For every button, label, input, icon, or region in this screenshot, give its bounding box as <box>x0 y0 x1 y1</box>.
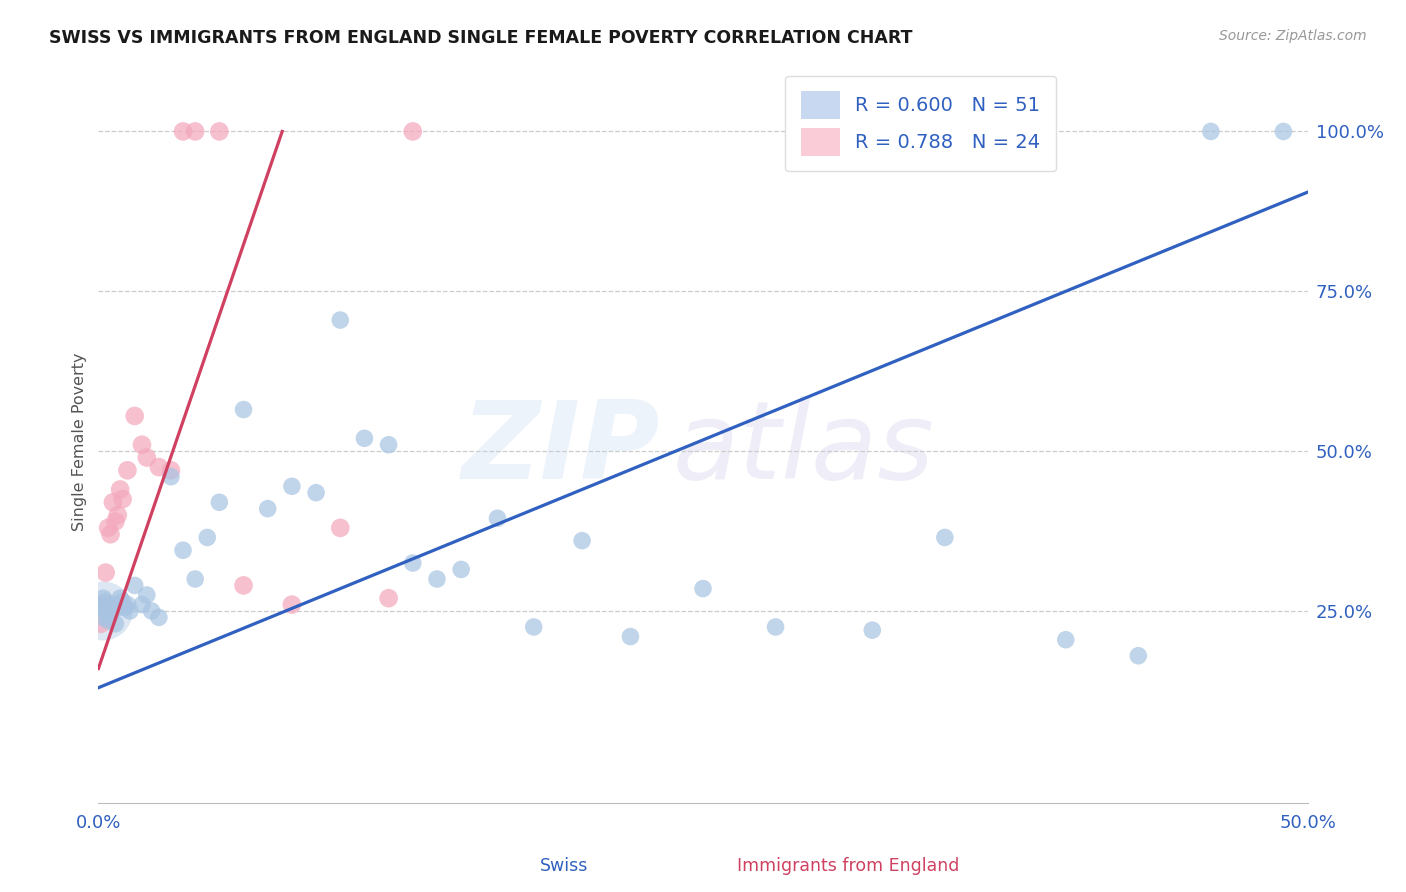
Point <box>692 582 714 596</box>
Point <box>100 598 122 612</box>
Point <box>934 531 956 545</box>
Text: Source: ZipAtlas.com: Source: ZipAtlas.com <box>1219 29 1367 43</box>
Point <box>135 588 157 602</box>
Point <box>860 623 883 637</box>
Point <box>117 598 139 612</box>
Text: atlas: atlas <box>672 396 935 501</box>
Point <box>104 515 127 529</box>
Point <box>450 562 472 576</box>
Point <box>1199 124 1222 138</box>
Point <box>108 483 131 497</box>
Point <box>184 572 207 586</box>
Point <box>281 598 304 612</box>
Point <box>94 566 117 580</box>
Point <box>148 460 170 475</box>
Y-axis label: Single Female Poverty: Single Female Poverty <box>72 352 87 531</box>
Point <box>91 591 114 606</box>
Point <box>329 521 352 535</box>
Point <box>90 600 112 615</box>
Point <box>281 479 304 493</box>
Point <box>131 598 153 612</box>
Point <box>523 620 546 634</box>
Point <box>118 604 141 618</box>
Point <box>765 620 787 634</box>
Point <box>160 469 183 483</box>
Text: ZIP: ZIP <box>463 396 661 502</box>
Point <box>1054 632 1077 647</box>
Point <box>91 598 114 612</box>
Point <box>97 614 120 628</box>
Point <box>90 598 112 612</box>
Point <box>1272 124 1295 138</box>
Point <box>172 124 194 138</box>
Point <box>117 463 139 477</box>
Point <box>305 485 328 500</box>
Point <box>571 533 593 548</box>
Point <box>104 616 127 631</box>
Point <box>104 598 127 612</box>
Point <box>256 501 278 516</box>
Point <box>148 610 170 624</box>
Point <box>232 578 254 592</box>
Point <box>111 594 134 608</box>
Point <box>353 431 375 445</box>
Point <box>97 600 120 615</box>
Point <box>91 610 114 624</box>
Point <box>329 313 352 327</box>
Point <box>208 124 231 138</box>
Point <box>619 630 641 644</box>
Point <box>172 543 194 558</box>
Point <box>377 591 399 606</box>
Point <box>160 463 183 477</box>
Point <box>208 495 231 509</box>
Point <box>101 600 124 615</box>
Point <box>377 438 399 452</box>
Point <box>94 594 117 608</box>
Point <box>1128 648 1150 663</box>
Point <box>94 604 117 618</box>
Point <box>195 531 218 545</box>
Point <box>402 556 425 570</box>
Point <box>107 508 129 522</box>
Point <box>486 511 509 525</box>
Point <box>426 572 449 586</box>
Legend: R = 0.600   N = 51, R = 0.788   N = 24: R = 0.600 N = 51, R = 0.788 N = 24 <box>786 76 1056 171</box>
Point <box>141 604 163 618</box>
Text: Swiss: Swiss <box>540 857 588 875</box>
Point <box>107 600 129 615</box>
Point <box>114 600 136 615</box>
Point <box>91 604 114 618</box>
Point <box>402 124 425 138</box>
Point <box>124 409 146 423</box>
Point <box>232 402 254 417</box>
Point <box>124 578 146 592</box>
Point <box>100 527 122 541</box>
Point <box>97 521 120 535</box>
Text: SWISS VS IMMIGRANTS FROM ENGLAND SINGLE FEMALE POVERTY CORRELATION CHART: SWISS VS IMMIGRANTS FROM ENGLAND SINGLE … <box>49 29 912 46</box>
Point <box>108 591 131 606</box>
Point <box>131 438 153 452</box>
Point <box>135 450 157 465</box>
Point <box>90 616 112 631</box>
Point <box>184 124 207 138</box>
Point <box>100 607 122 622</box>
Text: Immigrants from England: Immigrants from England <box>737 857 959 875</box>
Point <box>101 495 124 509</box>
Point <box>111 492 134 507</box>
